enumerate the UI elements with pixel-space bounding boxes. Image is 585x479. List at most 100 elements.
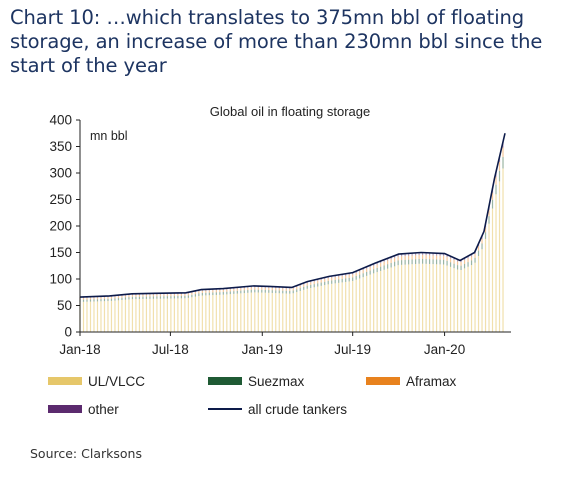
bar-aframax [128, 295, 130, 298]
bar-ul-vlcc [100, 301, 102, 332]
bar-other [394, 255, 396, 258]
bar-ul-vlcc [453, 268, 455, 332]
bar-aframax [107, 297, 109, 299]
bar-ul-vlcc [341, 282, 343, 332]
bar-suezmax [135, 296, 137, 300]
bar-suezmax [142, 296, 144, 299]
bar-aframax [498, 162, 501, 171]
bar-ul-vlcc [387, 268, 389, 332]
x-axis-ticks: Jan-18 Jul-18 Jan-19 Jul-19 Jan-20 [59, 332, 465, 357]
bar-other [453, 257, 455, 261]
legend-swatch-aframax [366, 377, 400, 385]
bar-aframax [156, 294, 158, 297]
y-tick-label: 300 [49, 166, 72, 181]
bar-ul-vlcc [170, 298, 172, 332]
bar-suezmax [212, 292, 214, 296]
bar-aframax [100, 297, 102, 300]
bar-suezmax [345, 278, 347, 282]
bar-ul-vlcc [219, 294, 221, 332]
bar-ul-vlcc [327, 284, 329, 332]
bar-suezmax [369, 270, 371, 275]
bar-ul-vlcc [131, 299, 134, 332]
bar-other [359, 269, 361, 272]
bar-ul-vlcc [495, 194, 497, 332]
bar-ul-vlcc [428, 263, 431, 332]
bar-suezmax [387, 264, 389, 269]
chart-title: Global oil in floating storage [210, 104, 370, 119]
bar-aframax [453, 260, 455, 264]
bar-aframax [474, 253, 476, 258]
bar-other [463, 257, 466, 261]
bar-aframax [331, 277, 333, 281]
bar-aframax [180, 294, 182, 296]
bar-aframax [435, 255, 438, 260]
bar-suezmax [128, 297, 130, 300]
bar-suezmax [243, 290, 245, 294]
bar-suezmax [299, 288, 301, 291]
bar-suezmax [240, 290, 242, 294]
bar-ul-vlcc [404, 264, 406, 332]
bar-ul-vlcc [93, 301, 95, 332]
bar-ul-vlcc [114, 300, 116, 332]
bar-suezmax [401, 260, 403, 265]
bar-aframax [495, 176, 497, 185]
bar-suezmax [250, 289, 252, 293]
bar-aframax [477, 246, 480, 251]
bar-other [442, 253, 445, 256]
bar-aframax [345, 275, 347, 279]
bar-aframax [491, 192, 494, 200]
legend-label-suezmax: Suezmax [248, 374, 305, 389]
bar-ul-vlcc [96, 301, 99, 332]
bar-ul-vlcc [107, 301, 109, 332]
bar-suezmax [124, 297, 127, 300]
bar-aframax [355, 272, 357, 277]
bar-aframax [338, 276, 340, 280]
source-note: Source: Clarksons [30, 446, 142, 461]
bar-aframax [159, 294, 162, 297]
bar-other [432, 253, 434, 256]
bar-aframax [208, 290, 210, 293]
bar-ul-vlcc [425, 263, 427, 332]
bar-ul-vlcc [317, 286, 319, 332]
bar-suezmax [247, 290, 249, 293]
bar-other [418, 252, 420, 256]
bar-aframax [96, 297, 99, 300]
bar-suezmax [264, 289, 266, 293]
bar-aframax [334, 277, 336, 280]
bar-suezmax [278, 290, 280, 294]
bar-ul-vlcc [205, 295, 207, 332]
bar-ul-vlcc [345, 281, 347, 332]
bar-ul-vlcc [271, 292, 273, 332]
all-crude-tankers-line [79, 133, 506, 298]
legend-label-aframax: Aframax [406, 374, 457, 389]
bar-ul-vlcc [383, 269, 385, 332]
bar-ul-vlcc [128, 299, 130, 332]
bar-aframax [422, 254, 424, 259]
bar-suezmax [442, 259, 445, 265]
bar-aframax [219, 290, 221, 293]
bar-ul-vlcc [156, 298, 158, 332]
bar-ul-vlcc [484, 238, 487, 332]
bar-suezmax [397, 260, 399, 266]
bar-suezmax [93, 299, 95, 302]
bar-ul-vlcc [320, 285, 322, 332]
bar-other [338, 274, 340, 277]
bar-ul-vlcc [442, 264, 445, 332]
bar-aframax [470, 256, 473, 261]
bar-aframax [131, 294, 134, 297]
bar-aframax [152, 294, 155, 297]
bar-aframax [205, 290, 207, 293]
bar-other [470, 254, 473, 257]
bar-ul-vlcc [275, 293, 277, 332]
unit-label: mn bbl [90, 129, 128, 143]
bar-ul-vlcc [226, 294, 228, 332]
bar-aframax [145, 294, 148, 297]
bar-ul-vlcc [432, 264, 434, 332]
bar-aframax [383, 261, 385, 266]
bar-suezmax [320, 282, 322, 286]
bar-suezmax [456, 265, 459, 270]
bar-other [408, 253, 410, 256]
bar-suezmax [502, 157, 504, 169]
y-axis-ticks: 0 50 100 150 200 250 300 350 400 [49, 113, 80, 340]
bar-aframax [257, 287, 259, 290]
